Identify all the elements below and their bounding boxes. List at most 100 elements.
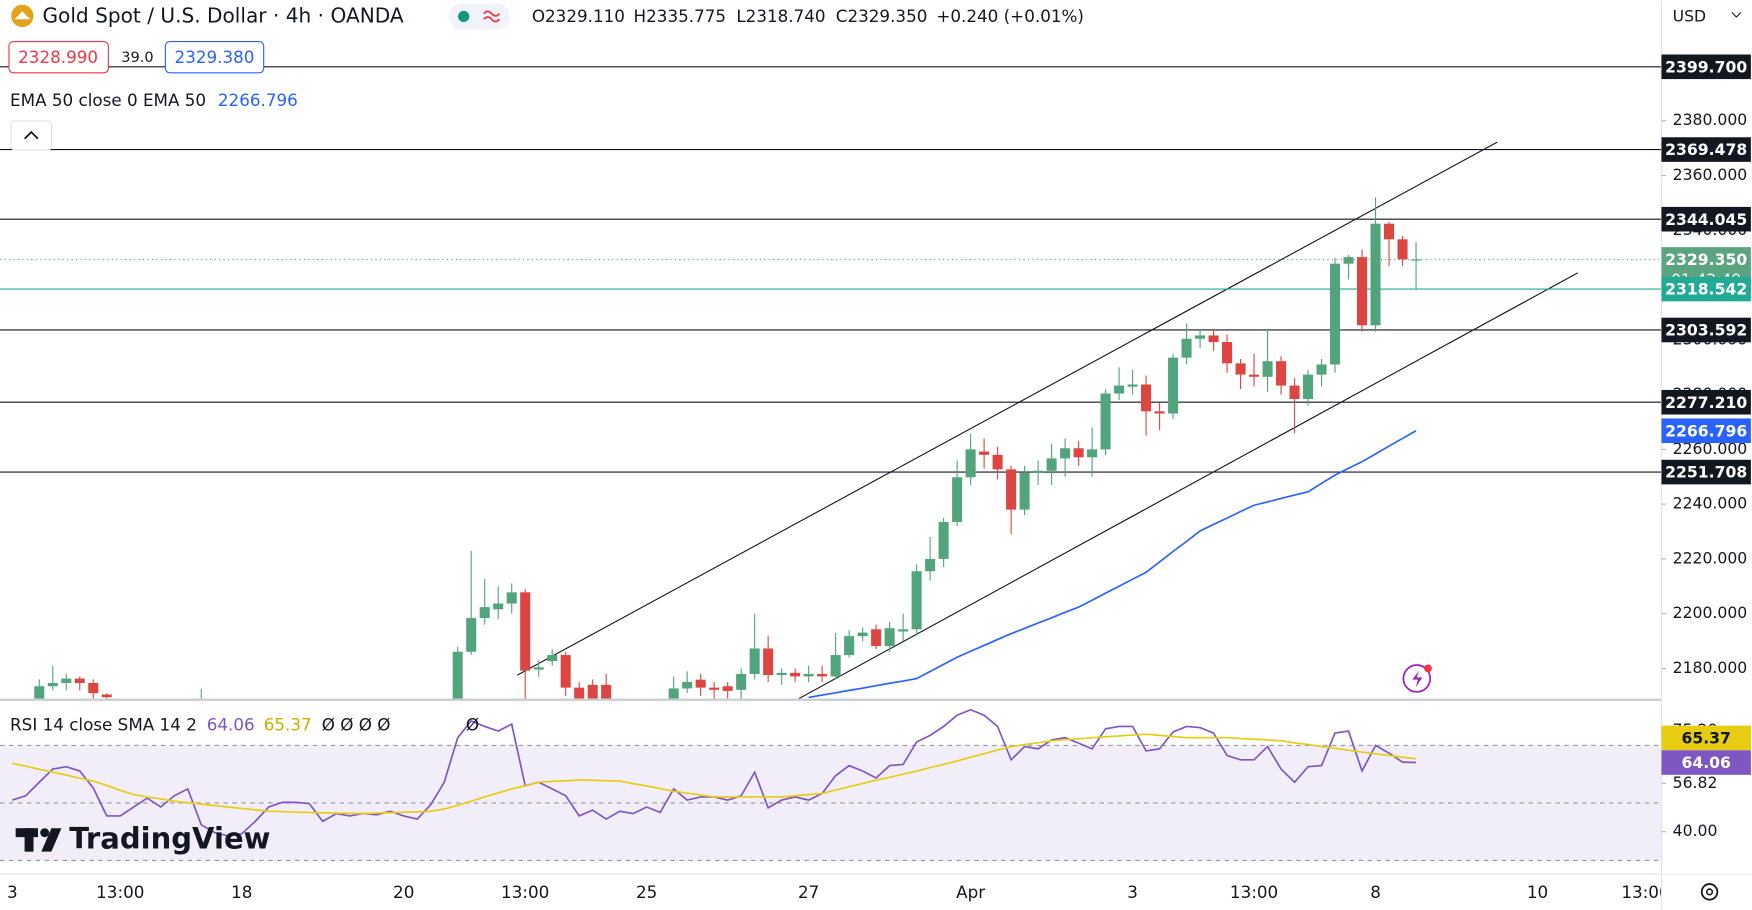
currency-caret <box>1731 12 1742 18</box>
x-tick-label: 13:00 <box>1230 882 1278 902</box>
price-badge-label: 2369.478 <box>1665 140 1747 159</box>
candle-body <box>1060 448 1071 459</box>
status-pill[interactable] <box>449 3 510 30</box>
rsi-marker: Ø <box>466 714 479 734</box>
price-badge <box>1661 137 1751 162</box>
candle-body <box>1033 470 1044 473</box>
currency[interactable]: USD <box>1673 6 1706 25</box>
candle-body <box>47 682 58 687</box>
buy-button[interactable] <box>164 41 265 74</box>
logo-text[interactable]: TradingView <box>69 821 270 855</box>
candle-body <box>1100 393 1111 450</box>
candle-body <box>1289 385 1300 399</box>
candle-body <box>1181 338 1192 358</box>
candle-body <box>574 687 585 699</box>
ema-legend[interactable]: EMA 50 close 0 EMA 50 <box>10 90 206 110</box>
y-tick-label: 40.00 <box>1673 821 1718 840</box>
x-tick-label: 13:00 <box>96 882 144 902</box>
rsi-legend[interactable]: RSI 14 close SMA 14 2 <box>10 714 197 734</box>
candle-body <box>790 672 801 677</box>
candle-body <box>1249 374 1260 377</box>
candle-body <box>74 678 85 683</box>
candle-body <box>1073 448 1084 458</box>
candle-body <box>1397 239 1408 260</box>
candle-body <box>61 678 72 683</box>
candle-body <box>1303 374 1314 399</box>
y-tick-label: 56.82 <box>1673 773 1718 792</box>
candle-body <box>1370 223 1381 326</box>
x-tick-label: 8 <box>1370 882 1381 902</box>
channel-lower <box>798 272 1578 699</box>
sell-price[interactable]: 2328.990 <box>18 47 98 67</box>
candle-body <box>466 618 477 652</box>
logo-stem <box>24 828 34 852</box>
candle-body <box>803 673 814 677</box>
candle-body <box>925 558 936 572</box>
price-badge <box>1661 725 1751 751</box>
candle-body <box>1384 223 1395 240</box>
price-badge-label: 2266.796 <box>1665 421 1747 440</box>
sell-button[interactable] <box>8 41 109 74</box>
candle-body <box>1046 458 1057 471</box>
logo-slash <box>41 828 62 852</box>
candle-body <box>1208 335 1219 343</box>
candle-body <box>1154 411 1165 414</box>
candle-body <box>560 655 571 688</box>
candle-body <box>1127 384 1138 387</box>
settings-icon[interactable] <box>1700 883 1719 901</box>
price-badge <box>1661 206 1751 232</box>
candle-body <box>884 628 895 647</box>
buy-price[interactable]: 2329.380 <box>175 47 255 67</box>
symbol-icon-mark <box>14 11 31 20</box>
x-tick-label: 10 <box>1527 882 1548 902</box>
y-tick-label: 2240.000 <box>1673 494 1748 513</box>
candle-body <box>520 592 531 671</box>
price-badge-label: 2277.210 <box>1665 393 1747 412</box>
ohlc-open: O2329.110 <box>532 6 625 26</box>
price-badge-label: 2318.542 <box>1665 280 1747 299</box>
collapse-button[interactable] <box>10 120 52 151</box>
candle-body <box>1411 259 1422 261</box>
candle-body <box>452 651 463 699</box>
candle-body <box>722 686 733 691</box>
ohlc-close: C2329.350 <box>836 6 928 26</box>
x-tick-label: Apr <box>956 882 985 902</box>
candle-body <box>34 686 45 699</box>
price-axis: 2180.000 2200.000 2220.000 2240.000 2260.000… <box>1660 0 1752 910</box>
channel-upper <box>517 141 1498 676</box>
candle-body <box>547 655 558 662</box>
rsi-line <box>12 733 1417 815</box>
x-tick-label: 27 <box>798 882 819 902</box>
alert-bolt <box>1412 670 1423 688</box>
candle-body <box>817 673 828 677</box>
y-tick-label: 2380.000 <box>1673 110 1748 129</box>
candle-body <box>938 521 949 559</box>
symbol-title[interactable]: Gold Spot / U.S. Dollar · 4h · OANDA <box>42 3 403 27</box>
rsi-pane <box>0 708 1662 862</box>
candle-body <box>749 648 760 674</box>
candle-body <box>601 684 612 699</box>
price-badge <box>1661 418 1751 444</box>
x-tick-label: 13:00 <box>1621 882 1669 902</box>
price-badge-label: 2251.708 <box>1665 463 1747 482</box>
time-axis: 3 13:00 18 20 13:00 25 27 Apr 3 13:00 8 10 13:00 <box>7 882 1669 902</box>
collapse-icon <box>23 130 39 140</box>
rsi-band <box>0 745 1662 861</box>
candle-body <box>709 687 720 690</box>
price-badge-label: 2399.700 <box>1665 57 1747 76</box>
candle-body <box>1316 364 1327 375</box>
ohlc-low: L2318.740 <box>736 6 825 26</box>
ohlc-high: H2335.775 <box>634 6 727 26</box>
x-tick-label: 20 <box>393 882 414 902</box>
x-tick-label: 13:00 <box>501 882 549 902</box>
y-tick-label: 2360.000 <box>1673 165 1748 184</box>
price-badge <box>1661 317 1751 343</box>
candle-body <box>871 629 882 647</box>
candle-body <box>857 632 868 637</box>
rsi-extra-values: Ø Ø Ø Ø <box>322 714 391 734</box>
candle-body <box>1262 361 1273 377</box>
ema-legend-value: 2266.796 <box>218 90 298 110</box>
candle-body <box>506 592 517 604</box>
